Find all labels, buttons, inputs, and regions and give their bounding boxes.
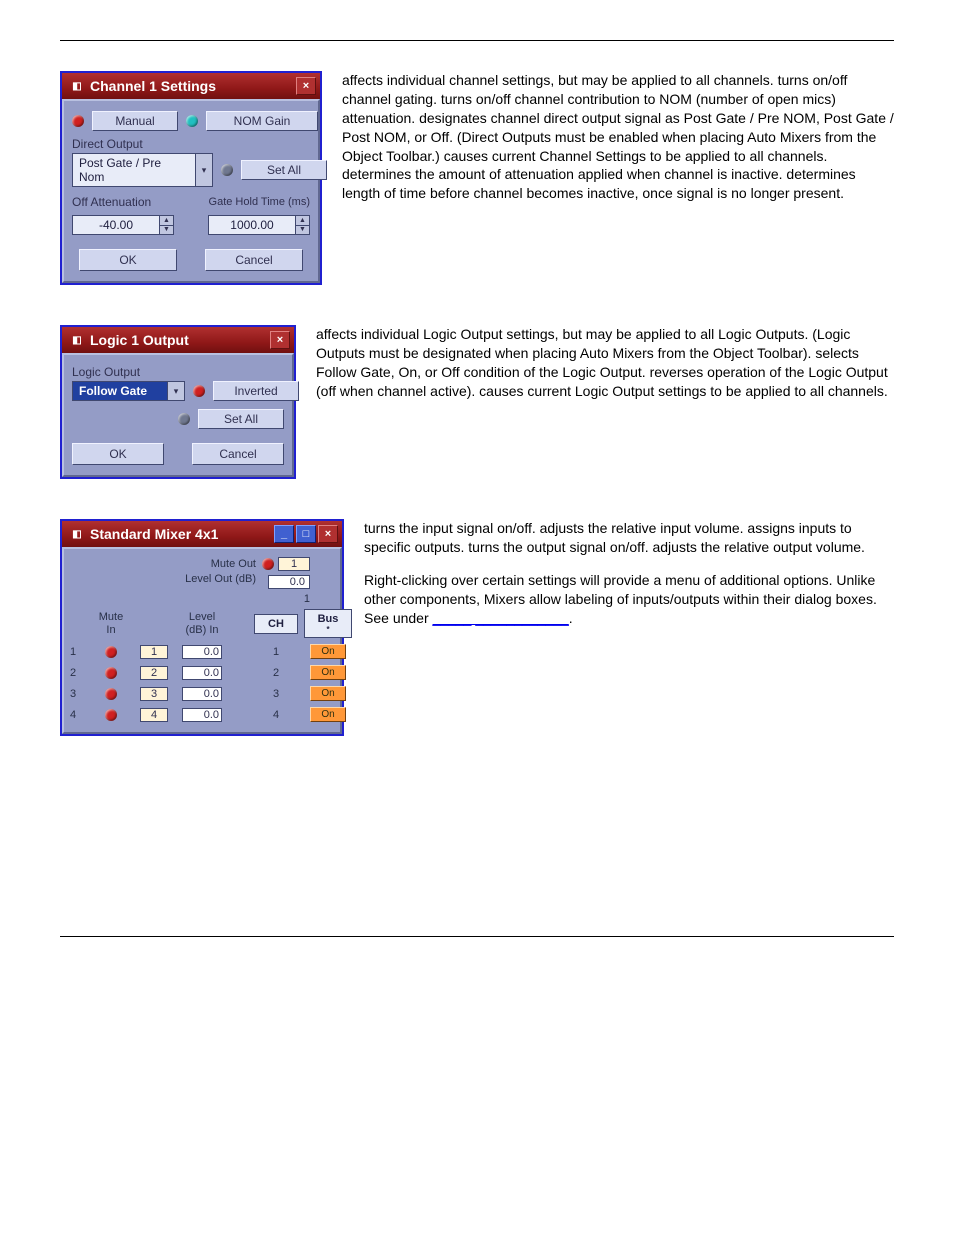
link-placeholder[interactable]: _____ ____________ bbox=[433, 610, 569, 626]
input-index[interactable]: 2 bbox=[140, 666, 168, 680]
direct-output-label: Direct Output bbox=[72, 137, 310, 151]
channel-description: affects individual channel settings, but… bbox=[342, 71, 894, 203]
titlebar-channel: ◧ Channel 1 Settings × bbox=[62, 73, 320, 99]
logic-output-label: Logic Output bbox=[72, 365, 284, 379]
ok-button[interactable]: OK bbox=[72, 443, 164, 465]
dialog-body-channel: Manual NOM Gain Direct Output Post Gate … bbox=[62, 99, 320, 283]
row-number: 3 bbox=[70, 688, 88, 700]
titlebar-title: Channel 1 Settings bbox=[90, 78, 216, 94]
dialog-body-mixer: Mute Out Level Out (dB) 1 0.0 1 Mute In … bbox=[62, 547, 342, 734]
row-number: 1 bbox=[70, 646, 88, 658]
gate-hold-value[interactable]: 1000.00 bbox=[208, 215, 296, 235]
spinner-up-icon[interactable]: ▲ bbox=[160, 215, 174, 225]
section-logic-output: ◧ Logic 1 Output × Logic Output Follow G… bbox=[60, 325, 894, 479]
input-level[interactable]: 0.0 bbox=[182, 645, 222, 659]
input-index[interactable]: 4 bbox=[140, 708, 168, 722]
minimize-button[interactable]: _ bbox=[274, 525, 294, 543]
off-attenuation-spinner[interactable]: -40.00 ▲▼ bbox=[72, 215, 174, 235]
manual-indicator bbox=[72, 115, 84, 127]
dialog-standard-mixer: ◧ Standard Mixer 4x1 _ □ × Mute Out Leve… bbox=[60, 519, 344, 736]
direct-output-value: Post Gate / Pre Nom bbox=[72, 153, 196, 187]
titlebar-mixer: ◧ Standard Mixer 4x1 _ □ × bbox=[62, 521, 342, 547]
setall-indicator bbox=[178, 413, 190, 425]
output-number: 1 bbox=[304, 593, 310, 605]
direct-output-combo[interactable]: Post Gate / Pre Nom ▾ bbox=[72, 153, 213, 187]
output-index[interactable]: 1 bbox=[278, 557, 310, 571]
setall-button[interactable]: Set All bbox=[198, 409, 284, 429]
output-level[interactable]: 0.0 bbox=[268, 575, 310, 589]
logic-output-combo[interactable]: Follow Gate ▾ bbox=[72, 381, 185, 401]
input-level[interactable]: 0.0 bbox=[182, 666, 222, 680]
cancel-button[interactable]: Cancel bbox=[205, 249, 303, 271]
titlebar-title: Logic 1 Output bbox=[90, 332, 189, 348]
titlebar-logic: ◧ Logic 1 Output × bbox=[62, 327, 294, 353]
cancel-button[interactable]: Cancel bbox=[192, 443, 284, 465]
channel-number: 2 bbox=[254, 667, 298, 679]
app-icon: ◧ bbox=[70, 79, 84, 93]
titlebar-title: Standard Mixer 4x1 bbox=[90, 526, 218, 542]
chevron-down-icon[interactable]: ▾ bbox=[168, 381, 185, 401]
input-index[interactable]: 3 bbox=[140, 687, 168, 701]
mixer-grid: Mute In Level (dB) In CH Bus* 110.01On22… bbox=[70, 609, 334, 722]
spinner-down-icon[interactable]: ▼ bbox=[160, 225, 174, 236]
channel-number: 3 bbox=[254, 688, 298, 700]
nomgain-indicator bbox=[186, 115, 198, 127]
manual-button[interactable]: Manual bbox=[92, 111, 178, 131]
hdr-mute-in: Mute In bbox=[94, 611, 128, 635]
spinner-up-icon[interactable]: ▲ bbox=[296, 215, 310, 225]
logic-description: affects individual Logic Output settings… bbox=[316, 325, 894, 401]
hdr-ch: CH bbox=[254, 614, 298, 634]
section-channel-settings: ◧ Channel 1 Settings × Manual NOM Gain D… bbox=[60, 71, 894, 285]
dialog-logic-output: ◧ Logic 1 Output × Logic Output Follow G… bbox=[60, 325, 296, 479]
app-icon: ◧ bbox=[70, 527, 84, 541]
close-button[interactable]: × bbox=[318, 525, 338, 543]
input-level[interactable]: 0.0 bbox=[182, 708, 222, 722]
row-number: 2 bbox=[70, 667, 88, 679]
app-icon: ◧ bbox=[70, 333, 84, 347]
input-level[interactable]: 0.0 bbox=[182, 687, 222, 701]
input-index[interactable]: 1 bbox=[140, 645, 168, 659]
mute-in-indicator[interactable] bbox=[105, 667, 117, 679]
channel-number: 1 bbox=[254, 646, 298, 658]
nomgain-button[interactable]: NOM Gain bbox=[206, 111, 318, 131]
bottom-rule bbox=[60, 936, 894, 937]
inverted-indicator bbox=[193, 385, 205, 397]
mute-in-indicator[interactable] bbox=[105, 709, 117, 721]
off-attenuation-label: Off Attenuation bbox=[72, 195, 151, 209]
close-button[interactable]: × bbox=[296, 77, 316, 95]
inverted-button[interactable]: Inverted bbox=[213, 381, 299, 401]
mute-in-indicator[interactable] bbox=[105, 688, 117, 700]
bus-on-button[interactable]: On bbox=[310, 686, 346, 701]
mute-in-indicator[interactable] bbox=[105, 646, 117, 658]
dialog-channel-settings: ◧ Channel 1 Settings × Manual NOM Gain D… bbox=[60, 71, 322, 285]
ok-button[interactable]: OK bbox=[79, 249, 177, 271]
mute-out-indicator[interactable] bbox=[262, 558, 274, 570]
setall-indicator bbox=[221, 164, 233, 176]
bus-on-button[interactable]: On bbox=[310, 665, 346, 680]
close-button[interactable]: × bbox=[270, 331, 290, 349]
channel-number: 4 bbox=[254, 709, 298, 721]
level-out-label: Level Out (dB) bbox=[70, 572, 256, 587]
row-number: 4 bbox=[70, 709, 88, 721]
chevron-down-icon[interactable]: ▾ bbox=[196, 153, 213, 187]
dialog-body-logic: Logic Output Follow Gate ▾ Inverted Set … bbox=[62, 353, 294, 477]
section-standard-mixer: ◧ Standard Mixer 4x1 _ □ × Mute Out Leve… bbox=[60, 519, 894, 736]
top-rule bbox=[60, 40, 894, 41]
mixer-description: turns the input signal on/off. adjusts t… bbox=[364, 519, 894, 627]
bus-on-button[interactable]: On bbox=[310, 644, 346, 659]
spinner-down-icon[interactable]: ▼ bbox=[296, 225, 310, 236]
mute-out-label: Mute Out bbox=[70, 557, 256, 572]
maximize-button[interactable]: □ bbox=[296, 525, 316, 543]
gate-hold-spinner[interactable]: 1000.00 ▲▼ bbox=[208, 215, 310, 235]
setall-button[interactable]: Set All bbox=[241, 160, 327, 180]
gate-hold-label: Gate Hold Time (ms) bbox=[209, 196, 310, 208]
off-attenuation-value[interactable]: -40.00 bbox=[72, 215, 160, 235]
logic-output-value: Follow Gate bbox=[72, 381, 168, 401]
hdr-bus: Bus* bbox=[304, 609, 352, 638]
hdr-level-in: Level (dB) In bbox=[180, 611, 224, 635]
bus-on-button[interactable]: On bbox=[310, 707, 346, 722]
